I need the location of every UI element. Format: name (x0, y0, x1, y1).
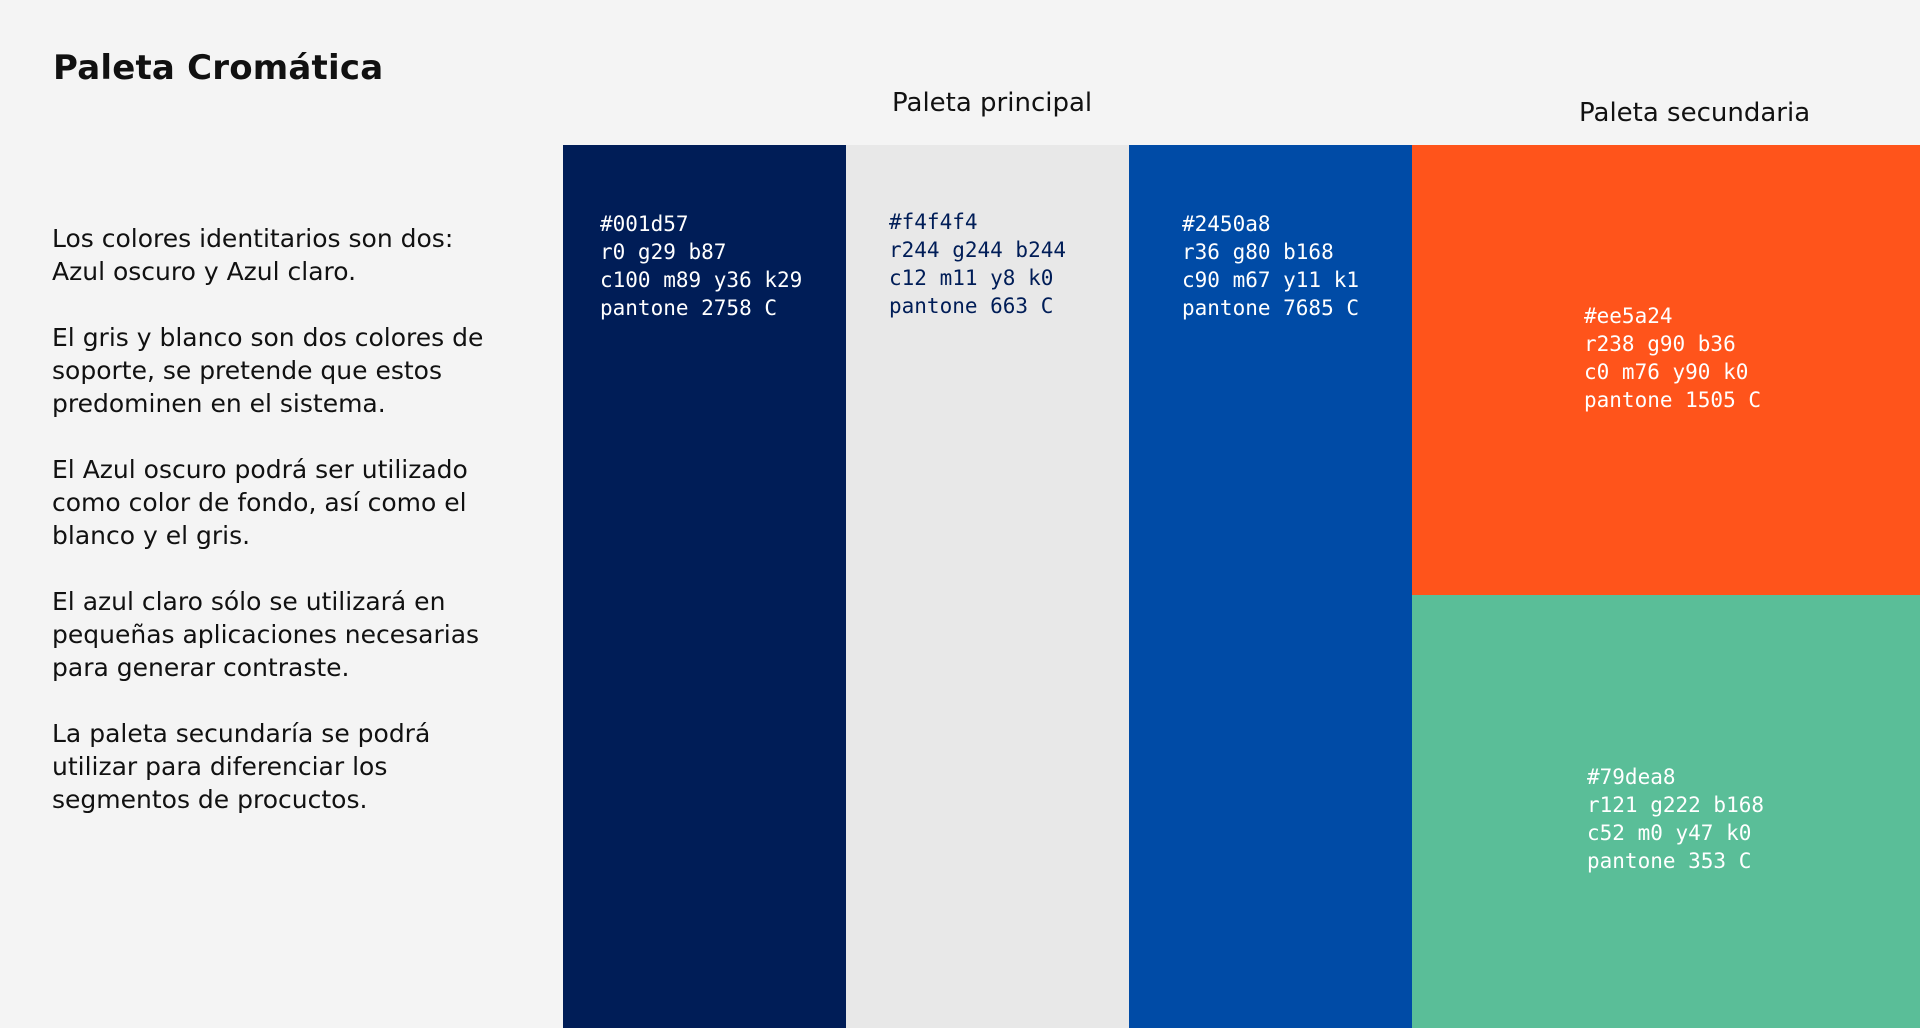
rgb-values: r238 g90 b36 (1584, 332, 1736, 356)
description-paragraph: Los colores identitarios son dos: Azul o… (52, 224, 454, 286)
hex-code: #f4f4f4 (889, 210, 978, 234)
color-spec: #79dea8 r121 g222 b168 c52 m0 y47 k0 pan… (1587, 763, 1764, 875)
color-spec: #ee5a24 r238 g90 b36 c0 m76 y90 k0 panto… (1584, 302, 1761, 414)
pantone-code: pantone 663 C (889, 294, 1054, 318)
page-title: Paleta Cromática (53, 48, 384, 88)
pantone-code: pantone 7685 C (1182, 296, 1360, 320)
cmyk-values: c90 m67 y11 k1 (1182, 268, 1360, 292)
pantone-code: pantone 2758 C (600, 296, 778, 320)
description-paragraph: El Azul oscuro podrá ser utilizado como … (52, 455, 468, 550)
description-text: Los colores identitarios son dos: Azul o… (52, 222, 522, 849)
rgb-values: r121 g222 b168 (1587, 793, 1765, 817)
color-spec: #f4f4f4 r244 g244 b244 c12 m11 y8 k0 pan… (889, 208, 1066, 320)
cmyk-values: c52 m0 y47 k0 (1587, 821, 1752, 845)
swatch-dark-blue: #001d57 r0 g29 b87 c100 m89 y36 k29 pant… (563, 145, 846, 1028)
swatch-gray: #f4f4f4 r244 g244 b244 c12 m11 y8 k0 pan… (846, 145, 1129, 1028)
rgb-values: r244 g244 b244 (889, 238, 1067, 262)
hex-code: #79dea8 (1587, 765, 1676, 789)
description-paragraph: El gris y blanco son dos colores de sopo… (52, 323, 484, 418)
color-spec: #001d57 r0 g29 b87 c100 m89 y36 k29 pant… (600, 210, 802, 322)
description-paragraph: El azul claro sólo se utilizará en peque… (52, 587, 480, 682)
swatch-light-blue: #2450a8 r36 g80 b168 c90 m67 y11 k1 pant… (1129, 145, 1412, 1028)
hex-code: #001d57 (600, 212, 689, 236)
color-spec: #2450a8 r36 g80 b168 c90 m67 y11 k1 pant… (1182, 210, 1359, 322)
cmyk-values: c100 m89 y36 k29 (600, 268, 803, 292)
rgb-values: r0 g29 b87 (600, 240, 727, 264)
swatch-green: #79dea8 r121 g222 b168 c52 m0 y47 k0 pan… (1412, 595, 1920, 1028)
paleta-principal-label: Paleta principal (892, 88, 1093, 118)
rgb-values: r36 g80 b168 (1182, 240, 1334, 264)
pantone-code: pantone 353 C (1587, 849, 1752, 873)
hex-code: #ee5a24 (1584, 304, 1673, 328)
swatch-orange: #ee5a24 r238 g90 b36 c0 m76 y90 k0 panto… (1412, 145, 1920, 595)
cmyk-values: c12 m11 y8 k0 (889, 266, 1054, 290)
description-paragraph: La paleta secundaría se podrá utilizar p… (52, 719, 431, 814)
paleta-secundaria-label: Paleta secundaria (1579, 98, 1811, 128)
hex-code: #2450a8 (1182, 212, 1271, 236)
pantone-code: pantone 1505 C (1584, 388, 1762, 412)
cmyk-values: c0 m76 y90 k0 (1584, 360, 1749, 384)
